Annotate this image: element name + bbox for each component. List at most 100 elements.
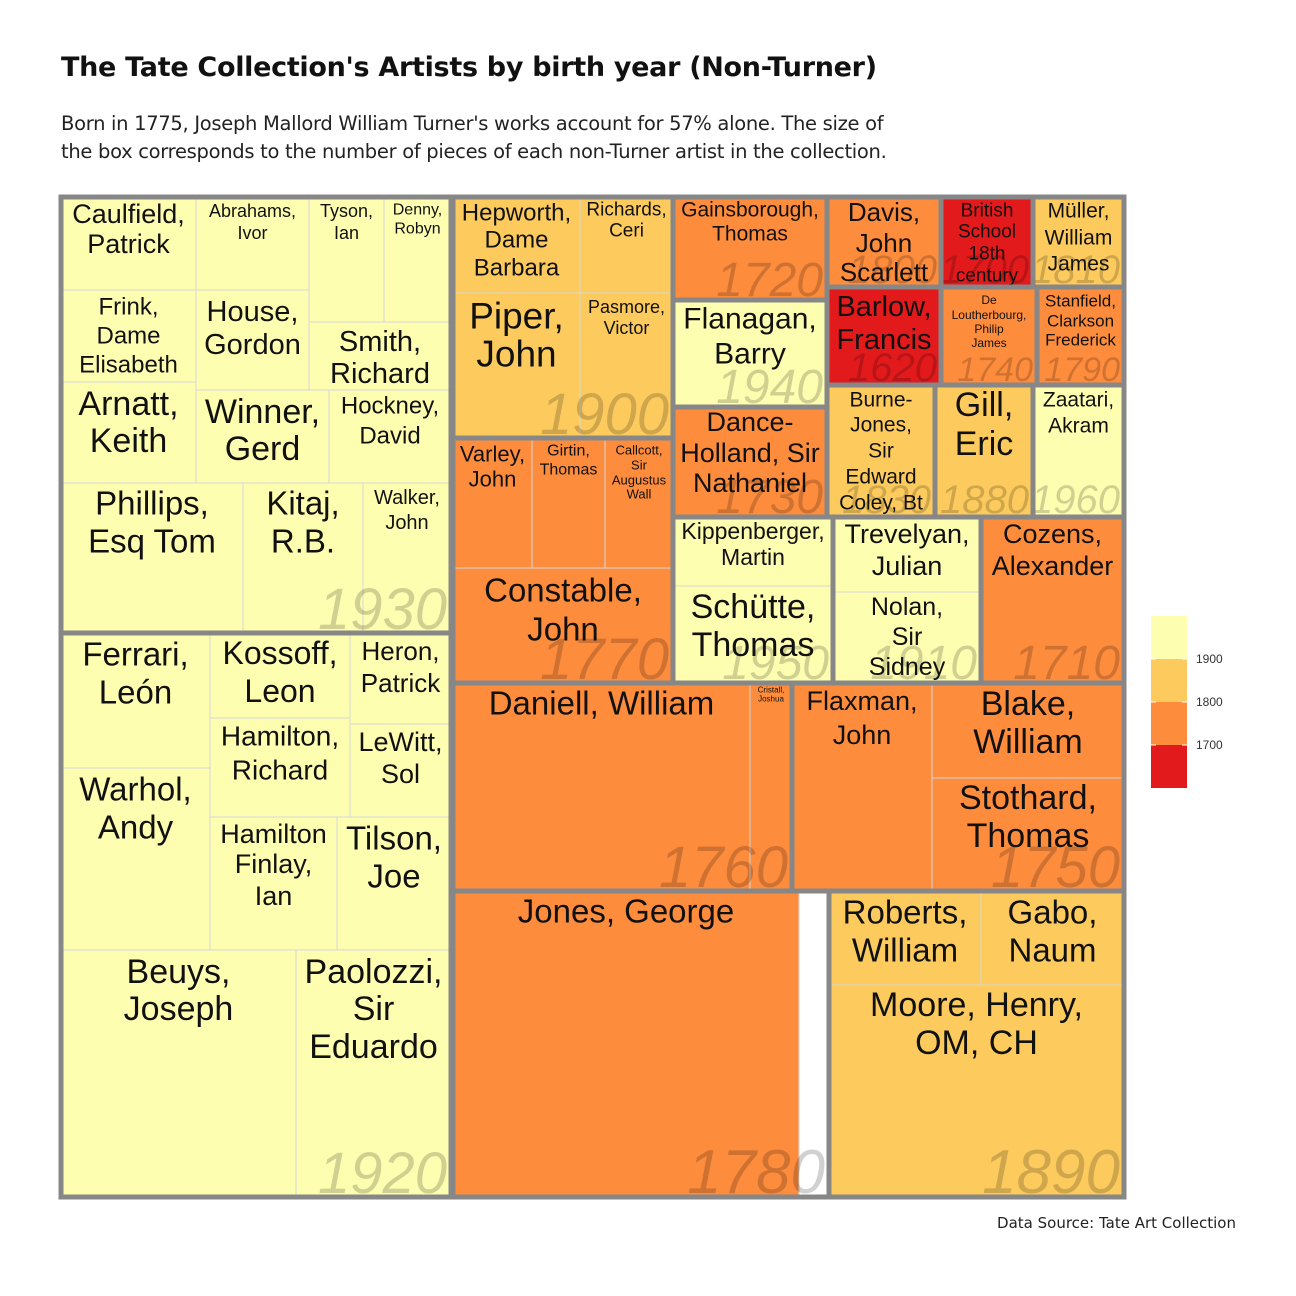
- artist-label-line: Leon: [244, 673, 315, 709]
- artist-tile-hamilton-richard[interactable]: [209, 717, 351, 818]
- artist-tile-heron-patrick[interactable]: [349, 632, 452, 725]
- artist-tile-callcott-sir-augustus-wall[interactable]: [604, 437, 674, 569]
- artist-label-callcott-sir-augustus-wall: Callcott, Sir Augustus Wall: [612, 443, 667, 502]
- legend-label: 1800: [1196, 695, 1223, 709]
- artist-tile-arnatt-keith[interactable]: [60, 381, 197, 484]
- artist-tile-davis-john-scarlett[interactable]: [826, 196, 942, 288]
- artist-tile-frink-dame-elisabeth[interactable]: [60, 289, 197, 383]
- artist-tile-ferrari-leon[interactable]: [60, 632, 211, 769]
- artist-tile-walker-john[interactable]: [362, 482, 452, 634]
- artist-label-line: Kossoff,: [222, 635, 337, 671]
- artist-label-richards-ceri: Richards, Ceri: [586, 200, 666, 242]
- artist-label-line: Richards,: [586, 200, 666, 221]
- artist-tile-gainsborough-thomas[interactable]: [672, 196, 828, 301]
- artist-tile-tilson-joe[interactable]: [336, 816, 452, 951]
- artist-tile-blake-william[interactable]: [931, 682, 1125, 779]
- artist-label-tilson-joe: Tilson, Joe: [346, 820, 442, 895]
- artist-label-line: Finlay,: [235, 849, 313, 879]
- artist-label-line: Richard: [232, 755, 328, 786]
- decade-group-1750: [791, 682, 1125, 892]
- artist-label-hockney-david: Hockney, David: [341, 393, 439, 450]
- artist-label-line: Hamilton,: [221, 721, 339, 752]
- artist-tile-constable-john[interactable]: [452, 567, 674, 684]
- artist-tile-de-loutherbourg-philip-james[interactable]: [940, 286, 1038, 386]
- artist-label-line: Smith,: [339, 326, 421, 358]
- artist-tile-roberts-william[interactable]: [828, 890, 982, 986]
- artist-tile-phillips-esq-tom[interactable]: [60, 482, 244, 634]
- artist-label-cozens-alexander: Cozens, Alexander: [992, 519, 1114, 581]
- artist-tile-zaatari-akram[interactable]: [1032, 384, 1125, 518]
- artist-label-line: 18th: [969, 244, 1006, 265]
- artist-label-winner-gerd: Winner, Gerd: [205, 393, 320, 468]
- artist-tile-abrahams-ivor[interactable]: [195, 196, 310, 291]
- artist-tile-jones-george[interactable]: [452, 890, 800, 1198]
- artist-tile-warhol-andy[interactable]: [60, 767, 211, 951]
- artist-label-walker-john: Walker, John: [374, 487, 440, 534]
- artist-label-line: School: [958, 222, 1016, 243]
- artist-tile-gabo-naum[interactable]: [980, 890, 1125, 986]
- artist-label-line: Robyn: [394, 221, 440, 238]
- artist-tile-kitaj-r-b[interactable]: [242, 482, 364, 634]
- artist-label-line: Ian: [255, 881, 293, 911]
- artist-label-line: Scarlett: [840, 257, 929, 287]
- artist-label-line: Cozens,: [1003, 519, 1102, 549]
- artist-tile-burne-jones-sir-edward-coley-bt[interactable]: [826, 384, 936, 518]
- legend-swatch: [1151, 616, 1187, 659]
- artist-label-line: Blake,: [981, 685, 1076, 723]
- artist-label-line: Daniell, William: [489, 685, 715, 722]
- artist-tile-piper-john[interactable]: [452, 292, 581, 439]
- artist-label-line: Stanfield,: [1045, 292, 1116, 311]
- artist-tile-daniell-william[interactable]: [452, 682, 751, 892]
- chart-subtitle-line: Born in 1775, Joseph Mallord William Tur…: [61, 112, 884, 135]
- artist-label-line: Arnatt,: [78, 385, 178, 423]
- artist-label-frink-dame-elisabeth: Frink, Dame Elisabeth: [79, 294, 178, 379]
- artist-tile-dance-holland-sir-nathaniel[interactable]: [672, 406, 828, 518]
- artist-label-kippenberger-martin: Kippenberger, Martin: [681, 518, 824, 570]
- artist-label-kossoff-leon: Kossoff, Leon: [222, 635, 337, 709]
- artist-label-caulfield-patrick: Caulfield, Patrick: [72, 199, 185, 259]
- artist-tile-nolan-sir-sidney[interactable]: [832, 591, 982, 684]
- artist-label-line: Sol: [381, 759, 420, 789]
- artist-tile-varley-john[interactable]: [452, 437, 533, 569]
- artist-tile-beuys-joseph[interactable]: [60, 949, 297, 1198]
- artist-tile-kippenberger-martin[interactable]: [672, 516, 834, 587]
- artist-label-line: Martin: [721, 544, 785, 570]
- decade-group-1910: [832, 516, 982, 684]
- artist-label-girtin-thomas: Girtin, Thomas: [540, 443, 598, 479]
- chart-caption: Data Source: Tate Art Collection: [997, 1214, 1236, 1232]
- artist-tile-tyson-ian[interactable]: [308, 196, 385, 323]
- artist-label-line: Thomas: [712, 223, 788, 246]
- artist-tile-hamilton-finlay-ian[interactable]: [209, 816, 338, 951]
- artist-label-line: Barry: [714, 338, 786, 371]
- artist-label-ferrari-leon: Ferrari, León: [82, 636, 188, 711]
- artist-label-line: Philip: [974, 322, 1004, 336]
- artist-tile-stothard-thomas[interactable]: [931, 777, 1125, 892]
- artist-label-jones-george: Jones, George: [518, 893, 734, 930]
- artist-tile-cristall-joshua[interactable]: [749, 682, 793, 892]
- decade-group-1760: [452, 682, 793, 892]
- artist-tile-richards-ceri[interactable]: [579, 196, 674, 294]
- artist-tile-kossoff-leon[interactable]: [209, 632, 351, 719]
- artist-label-line: century: [956, 266, 1019, 287]
- artist-label-dance-holland-sir-nathaniel: Dance-Holland, Sir Nathaniel: [680, 407, 820, 498]
- artist-label-line: R.B.: [271, 523, 335, 560]
- artist-label-gainsborough-thomas: Gainsborough, Thomas: [681, 199, 819, 246]
- artist-label-pasmore-victor: Pasmore, Victor: [588, 297, 665, 338]
- artist-label-line: León: [99, 674, 172, 711]
- decade-group-1740: [940, 286, 1038, 386]
- artist-label-line: John: [856, 228, 912, 258]
- artist-label-line: Barbara: [474, 255, 560, 282]
- artist-label-line: Hamilton: [220, 819, 327, 849]
- artist-tile-winner-gerd[interactable]: [195, 389, 330, 484]
- artist-tile-paolozzi-sir-eduardo[interactable]: [295, 949, 452, 1198]
- artist-label-tyson-ian: Tyson, Ian: [320, 201, 373, 243]
- decade-group-1830: [826, 384, 936, 518]
- artist-label-line: Julian: [872, 551, 943, 581]
- artist-label-line: Beuys,: [127, 953, 231, 991]
- artist-tile-house-gordon[interactable]: [195, 289, 310, 391]
- artist-label-zaatari-akram: Zaatari, Akram: [1043, 389, 1114, 438]
- artist-tile-barlow-francis[interactable]: [826, 286, 942, 386]
- artist-tile-hockney-david[interactable]: [328, 389, 452, 484]
- artist-label-beuys-joseph: Beuys, Joseph: [124, 953, 234, 1028]
